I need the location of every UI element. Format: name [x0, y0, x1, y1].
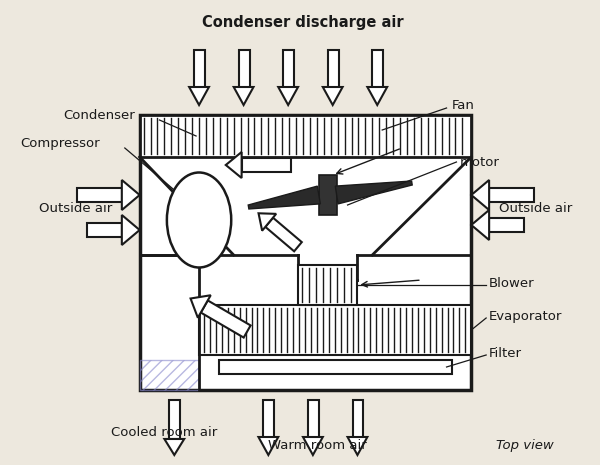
- Polygon shape: [201, 300, 251, 338]
- Polygon shape: [189, 87, 209, 105]
- Bar: [489, 218, 524, 232]
- Polygon shape: [248, 186, 320, 209]
- Polygon shape: [472, 180, 489, 210]
- Bar: [140, 115, 472, 390]
- Bar: [283, 50, 294, 89]
- Polygon shape: [164, 439, 184, 455]
- Text: Condenser: Condenser: [63, 108, 135, 121]
- Polygon shape: [303, 437, 323, 455]
- Bar: [308, 400, 319, 439]
- Bar: [77, 188, 122, 202]
- Polygon shape: [265, 218, 302, 251]
- Bar: [239, 50, 250, 89]
- Polygon shape: [323, 87, 343, 105]
- Bar: [194, 50, 205, 89]
- Bar: [328, 50, 338, 89]
- Text: Outside air: Outside air: [499, 201, 572, 214]
- Polygon shape: [367, 87, 387, 105]
- Bar: [353, 400, 364, 439]
- Bar: [169, 400, 180, 439]
- Bar: [242, 158, 291, 172]
- Polygon shape: [472, 210, 489, 240]
- Polygon shape: [234, 87, 254, 105]
- Polygon shape: [122, 180, 140, 210]
- Polygon shape: [278, 87, 298, 105]
- Polygon shape: [347, 437, 367, 455]
- Text: Cooled room air: Cooled room air: [111, 425, 218, 438]
- Text: Evaporator: Evaporator: [489, 310, 562, 323]
- Text: Warm room air: Warm room air: [268, 438, 367, 452]
- Text: Fan: Fan: [452, 99, 475, 112]
- Polygon shape: [191, 295, 211, 318]
- Bar: [199, 305, 472, 355]
- Text: Condenser discharge air: Condenser discharge air: [202, 14, 404, 29]
- Bar: [263, 400, 274, 439]
- Text: Top view: Top view: [496, 438, 554, 452]
- Bar: [489, 188, 533, 202]
- Text: motor: motor: [460, 155, 499, 168]
- Polygon shape: [122, 215, 140, 245]
- Bar: [140, 115, 472, 157]
- Bar: [87, 223, 122, 237]
- Polygon shape: [226, 152, 242, 178]
- Bar: [219, 360, 452, 374]
- Bar: [298, 265, 358, 305]
- Polygon shape: [259, 213, 276, 231]
- Ellipse shape: [167, 173, 231, 267]
- Bar: [372, 50, 383, 89]
- Bar: [319, 175, 337, 215]
- Polygon shape: [259, 437, 278, 455]
- Text: Blower: Blower: [489, 277, 535, 290]
- Text: Filter: Filter: [489, 346, 522, 359]
- Text: Compressor: Compressor: [20, 137, 100, 150]
- Text: Outside air: Outside air: [38, 201, 112, 214]
- Polygon shape: [335, 181, 412, 204]
